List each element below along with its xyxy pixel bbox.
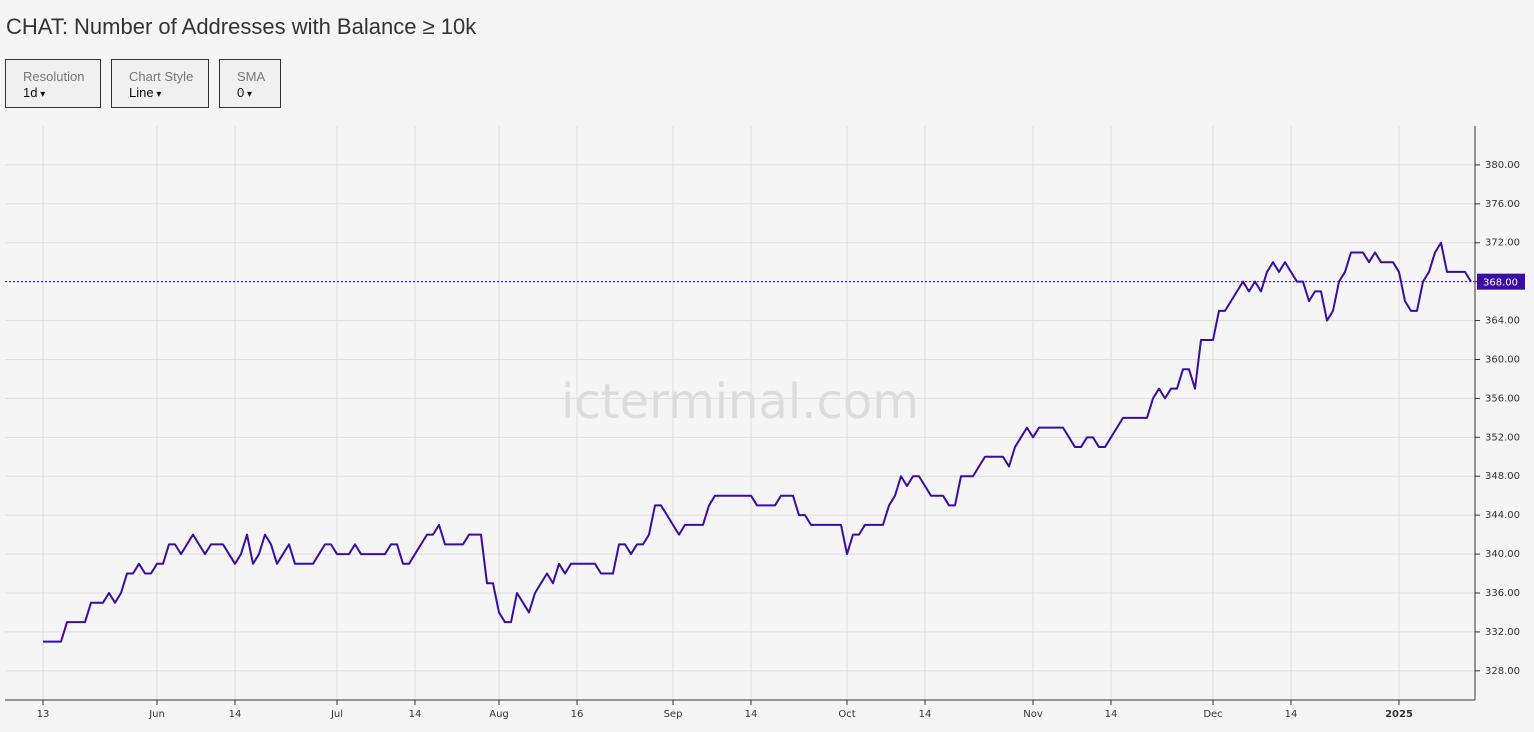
x-tick-label: 14 (409, 709, 422, 720)
watermark: icterminal.com (561, 374, 919, 430)
x-tick-label: Jun (148, 709, 165, 720)
control-value: Line (129, 85, 208, 100)
y-tick-label: 344.00 (1485, 510, 1520, 521)
x-tick-label: 2025 (1385, 709, 1413, 720)
y-tick-label: 340.00 (1485, 549, 1520, 560)
y-tick-label: 348.00 (1485, 471, 1520, 482)
x-tick-label: 13 (37, 709, 50, 720)
x-tick-label: Sep (664, 709, 683, 720)
y-tick-label: 364.00 (1485, 316, 1520, 327)
chart-style-select[interactable]: Chart Style Line (111, 59, 209, 108)
x-tick-label: Aug (489, 709, 509, 720)
chart-title: CHAT: Number of Addresses with Balance ≥… (6, 14, 477, 39)
sma-select[interactable]: SMA 0 (219, 59, 281, 108)
current-value-box (1477, 273, 1525, 290)
y-tick-label: 376.00 (1485, 199, 1520, 210)
control-label: SMA (237, 69, 266, 84)
y-tick-label: 352.00 (1485, 432, 1520, 443)
resolution-select[interactable]: Resolution 1d (5, 59, 101, 108)
y-tick-label: 380.00 (1485, 160, 1520, 171)
x-tick-label: 14 (1105, 709, 1118, 720)
x-tick-label: Oct (838, 709, 855, 720)
control-label: Resolution (23, 69, 85, 84)
control-value: 0 (237, 85, 280, 100)
control-label: Chart Style (129, 69, 194, 84)
x-tick-label: Dec (1203, 709, 1222, 720)
current-value-label: 368.00 (1483, 278, 1518, 289)
x-tick-label: Jul (330, 709, 343, 720)
y-tick-label: 332.00 (1485, 627, 1520, 638)
x-tick-label: 14 (1285, 709, 1298, 720)
y-tick-label: 336.00 (1485, 588, 1520, 599)
x-tick-label: 14 (745, 709, 758, 720)
line-series (43, 241, 1472, 643)
control-value: 1d (23, 85, 100, 100)
x-tick-label: Nov (1023, 709, 1043, 720)
y-tick-label: 356.00 (1485, 393, 1520, 404)
y-tick-label: 360.00 (1485, 354, 1520, 365)
x-tick-label: 14 (229, 709, 242, 720)
y-tick-label: 328.00 (1485, 666, 1520, 677)
x-tick-label: 16 (571, 709, 584, 720)
y-tick-label: 372.00 (1485, 238, 1520, 249)
x-tick-label: 14 (919, 709, 932, 720)
